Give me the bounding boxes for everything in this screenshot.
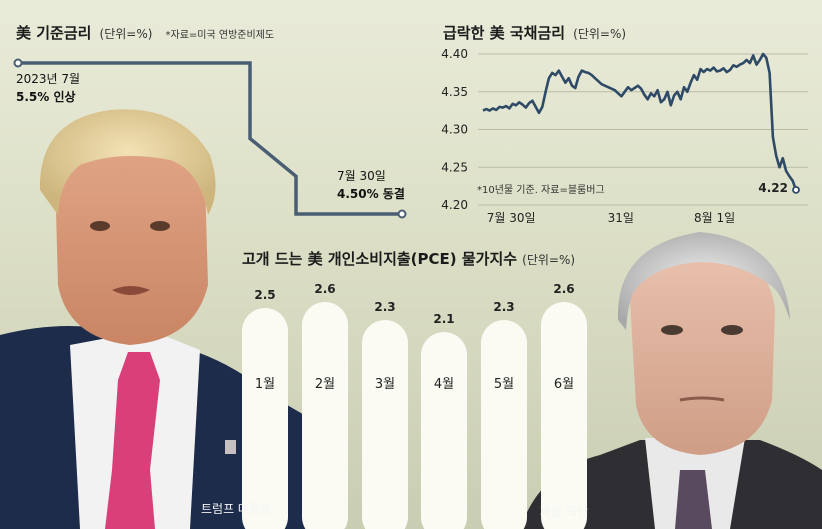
pce-bar xyxy=(421,332,467,529)
rate-title: 美 기준금리 xyxy=(16,24,91,42)
pce-value-label: 2.6 xyxy=(553,282,574,296)
rate-title-text: 美 기준금리 (단위=%) *자료=미국 연방준비제도 xyxy=(16,23,274,42)
pce-bar xyxy=(362,320,408,529)
rate-end-date: 7월 30일 xyxy=(337,169,386,183)
yield-title: 급락한 美 국채금리 xyxy=(443,24,565,42)
tie-right xyxy=(675,470,712,529)
pce-bar xyxy=(242,308,288,529)
pce-value-label: 2.3 xyxy=(374,300,395,314)
eye-right-1 xyxy=(661,325,683,335)
necktie xyxy=(105,352,160,529)
yield-unit: (단위=%) xyxy=(573,27,626,41)
pce-title-text: 고개 드는 美 개인소비지출(PCE) 물가지수 (단위=%) xyxy=(242,249,575,268)
yield-y-tick: 4.25 xyxy=(441,160,468,174)
yield-x-tick: 8월 1일 xyxy=(694,211,735,225)
yield-end-label: 4.22 xyxy=(758,181,788,195)
yield-source: *10년물 기준. 자료=블룸버그 xyxy=(477,184,605,196)
yield-y-tick: 4.30 xyxy=(441,123,468,137)
yield-gridlines xyxy=(478,53,808,206)
pce-value-label: 2.1 xyxy=(433,312,454,326)
treasury-yield-chart: 급락한 美 국채금리 (단위=%) 4.40 4.35 4.30 4.25 4.20 7… xyxy=(441,23,808,225)
pce-category-label: 2월 xyxy=(315,377,335,392)
yield-title-text: 급락한 美 국채금리 (단위=%) xyxy=(443,23,626,42)
pce-bar xyxy=(541,302,587,529)
pce-bars: 2.5 1월 2.6 2월 2.3 3월 2.1 4월 2.3 5월 2.6 6월 xyxy=(242,282,587,529)
caption-right: 파월 의장 xyxy=(540,505,588,519)
eye-right-2 xyxy=(721,325,743,335)
mouth-right xyxy=(679,396,725,402)
rate-source: *자료=미국 연방준비제도 xyxy=(166,29,275,41)
pce-chart: 고개 드는 美 개인소비지출(PCE) 물가지수 (단위=%) 2.5 1월 2.6… xyxy=(242,249,587,529)
pce-value-label: 2.5 xyxy=(254,288,275,302)
yield-end-point xyxy=(792,185,800,194)
pce-category-label: 4월 xyxy=(434,377,454,392)
pce-title: 고개 드는 美 개인소비지출(PCE) 물가지수 xyxy=(242,250,517,268)
pce-category-label: 3월 xyxy=(375,377,395,392)
hair-left xyxy=(39,109,216,215)
pce-value-label: 2.6 xyxy=(314,282,335,296)
yield-x-tick: 7월 30일 xyxy=(487,211,536,225)
rate-start-point xyxy=(13,58,23,68)
rate-end-point xyxy=(397,209,407,219)
rate-end-note: 4.50% 동결 xyxy=(337,186,405,201)
face-right xyxy=(630,246,775,455)
yield-line xyxy=(482,52,798,191)
yield-y-tick: 4.20 xyxy=(441,198,468,212)
caption-left: 트럼프 대통령 xyxy=(201,502,271,516)
face-left xyxy=(55,118,208,345)
lapel-pin xyxy=(225,440,236,454)
pce-bar xyxy=(481,320,527,529)
rate-step-line xyxy=(18,61,402,216)
mouth-left xyxy=(112,286,150,295)
eye-left-2 xyxy=(150,221,170,231)
pce-value-label: 2.3 xyxy=(493,300,514,314)
rate-start-date: 2023년 7월 xyxy=(16,72,80,86)
pce-category-label: 5월 xyxy=(494,377,514,392)
hair-right xyxy=(617,232,790,330)
rate-start-note: 5.5% 인상 xyxy=(16,89,76,104)
base-rate-chart: 美 기준금리 (단위=%) *자료=미국 연방준비제도 2023년 7월 5.5… xyxy=(13,23,407,219)
yield-y-ticks: 4.40 4.35 4.30 4.25 4.20 xyxy=(441,47,468,212)
eye-left-1 xyxy=(90,221,110,231)
pce-category-label: 1월 xyxy=(255,377,275,392)
yield-x-ticks: 7월 30일 31일 8월 1일 xyxy=(487,211,735,225)
yield-x-tick: 31일 xyxy=(608,211,634,225)
yield-y-tick: 4.40 xyxy=(441,47,468,61)
pce-bar xyxy=(302,302,348,529)
pce-category-label: 6월 xyxy=(554,377,574,392)
yield-y-tick: 4.35 xyxy=(441,85,468,99)
rate-unit: (단위=%) xyxy=(100,27,153,41)
portrait-right-photo xyxy=(520,232,822,529)
pce-unit: (단위=%) xyxy=(522,253,575,267)
